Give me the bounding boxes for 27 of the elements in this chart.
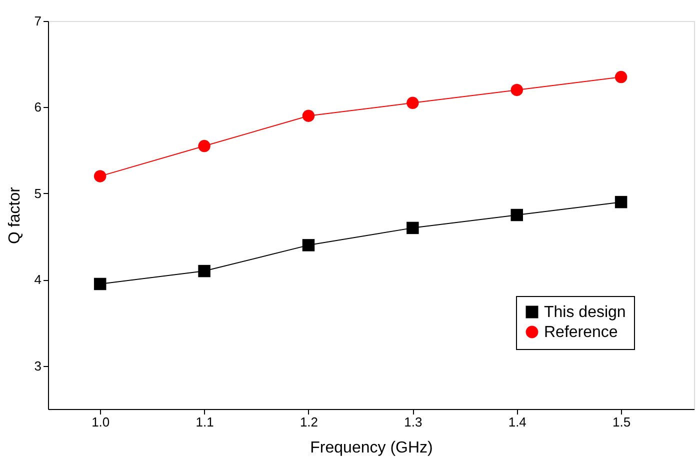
point — [406, 96, 419, 110]
point — [302, 110, 315, 122]
x-tick-label: 1.1 — [196, 414, 214, 430]
y-tick-label: 3 — [34, 358, 42, 374]
x-tick-label: 1.0 — [92, 414, 110, 430]
y-tick-label: 5 — [34, 186, 42, 201]
y-tick-label: 4 — [34, 272, 42, 288]
y-axis-title: Q factor — [6, 186, 24, 244]
point — [614, 70, 628, 84]
point — [510, 208, 523, 222]
x-axis-title: Frequency (GHz) — [310, 440, 433, 456]
x-tick-label: 1.2 — [300, 414, 318, 430]
x-tick-label: 1.4 — [508, 414, 526, 430]
point — [510, 84, 523, 96]
y-tick-label: 7 — [34, 14, 42, 28]
x-tick-label: 1.3 — [404, 414, 422, 430]
y-tick-label: 6 — [34, 100, 42, 115]
point — [406, 222, 419, 234]
legend-label: This design — [544, 304, 626, 321]
point — [614, 196, 628, 208]
point — [198, 140, 210, 152]
point — [302, 239, 315, 252]
point — [94, 170, 106, 182]
x-tick-label: 1.5 — [612, 414, 631, 430]
legend-label: Reference — [544, 324, 618, 341]
point — [198, 264, 210, 278]
point — [94, 278, 106, 290]
